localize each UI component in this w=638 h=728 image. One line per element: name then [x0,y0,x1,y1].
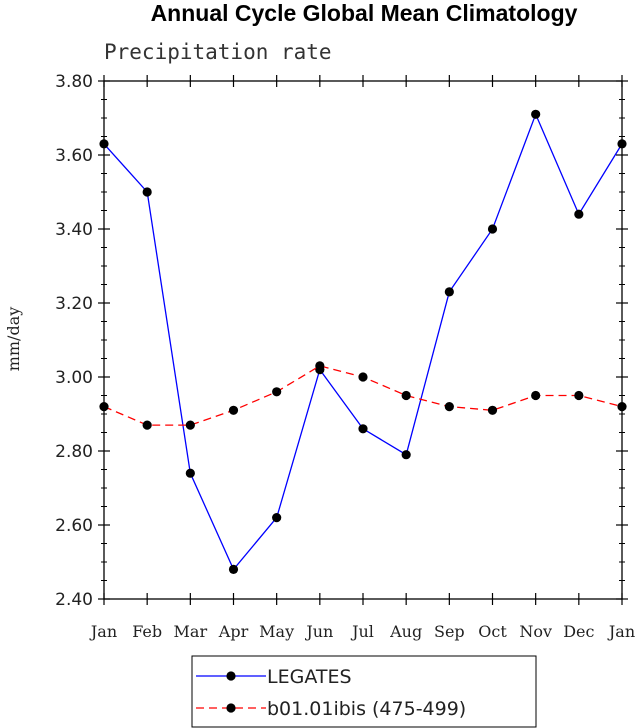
series-layer [99,109,627,575]
series-1-point [617,402,627,412]
series-0-point [228,564,239,575]
y-tick-label: 3.80 [55,72,93,92]
series-0-point [272,513,282,523]
legend-marker-0 [226,671,236,681]
y-tick-label: 3.40 [55,220,93,240]
x-tick-label: Jan [607,622,635,641]
series-0-point [185,468,195,478]
series-0-point [531,109,541,119]
y-tick-label: 2.40 [55,590,93,610]
legend-marker-1 [226,703,236,713]
series-1-point [401,390,411,401]
legend-label-0: LEGATES [267,666,352,688]
legend-label-1: b01.01ibis (475-499) [267,698,466,720]
chart-title: Annual Cycle Global Mean Climatology [151,0,578,26]
x-tick-label: Jan [89,622,117,641]
plot-frame [103,80,623,600]
series-1-point [315,361,325,371]
series-1-point [531,390,541,401]
series-1-point [574,390,584,401]
series-1-point [228,405,239,415]
series-0-point [574,209,584,219]
chart-subtitle: Precipitation rate [104,40,332,64]
y-tick-label: 3.00 [55,368,93,388]
x-tick-label: Sep [434,622,465,641]
axes: 2.40 2.60 2.80 3.00 3.20 3.40 3.60 3.80 Jan Feb Ma… [55,72,635,641]
series-1-point [272,387,282,397]
y-tick-label: 3.60 [55,146,93,166]
series-1-point [185,420,195,430]
series-1-point [99,402,109,412]
series-0-point [99,139,109,149]
series-1-point [142,420,152,430]
x-tick-label: Dec [563,622,594,641]
x-tick-label: Feb [132,622,162,641]
series-0-point [487,224,498,234]
series-1-point [358,372,368,382]
x-tick-label: Mar [174,622,208,641]
series-line-0 [103,112,623,571]
x-tick-label: Jun [304,622,333,641]
series-1-point [444,402,454,412]
series-0-point [444,287,454,297]
y-axis-label: mm/day [4,307,23,372]
series-0-point [401,450,411,460]
series-1-point [487,405,498,415]
series-0-point [358,424,368,434]
series-0-point [142,187,152,197]
x-tick-label: May [259,622,294,641]
x-tick-label: Oct [478,622,507,641]
y-tick-label: 2.80 [55,442,93,462]
legend: LEGATES b01.01ibis (475-499) [191,655,537,728]
series-0-point [617,139,627,149]
y-tick-label: 2.60 [55,516,93,536]
x-tick-label: Nov [519,622,552,641]
x-tick-label: Aug [389,622,422,641]
legend-box [191,655,537,728]
y-tick-label: 3.20 [55,294,93,314]
x-tick-label: Apr [218,622,249,641]
x-tick-label: Jul [350,622,374,641]
